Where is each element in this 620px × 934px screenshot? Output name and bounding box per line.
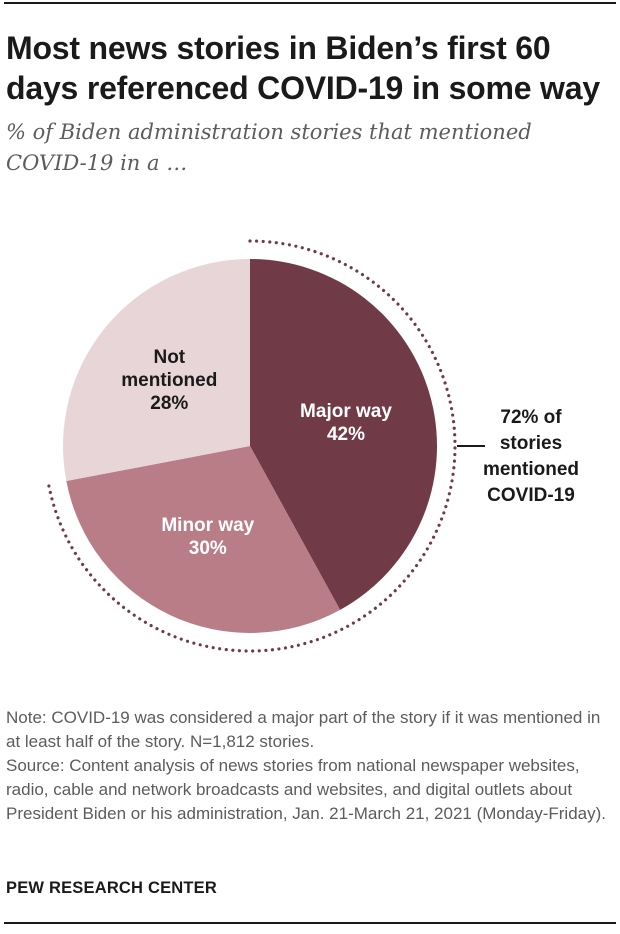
slice-label: Major way 42% <box>300 401 392 445</box>
source-organization: PEW RESEARCH CENTER <box>6 879 217 897</box>
note-text: Note: COVID-19 was considered a major pa… <box>6 708 601 751</box>
covid-mention-bracket <box>47 239 457 653</box>
callout-label: 72% of stories mentioned COVID-19 <box>483 407 579 506</box>
pie-slice-minor-way <box>66 446 341 633</box>
slice-label: Minor way 30% <box>161 515 254 559</box>
chart-title: Most news stories in Biden’s first 60 da… <box>6 30 600 106</box>
slice-label: Not mentioned 28% <box>121 347 217 414</box>
source-text: Source: Content analysis of news stories… <box>6 756 607 823</box>
pie-slice-labels: Major way 42% Minor way 30% Not mentioned 28% <box>121 347 392 559</box>
pie-chart: Major way 42%Minor way 30%Not mentioned 28% … <box>47 239 579 653</box>
pie-slice-major-way <box>250 259 438 610</box>
chart-subtitle: % of Biden administration stories that m… <box>6 120 532 175</box>
top-rule <box>4 2 616 4</box>
pie-slices <box>62 259 438 633</box>
chart-notes: Note: COVID-19 was considered a major pa… <box>6 706 611 826</box>
bottom-rule <box>4 922 616 924</box>
pie-slice-not-mentioned <box>62 259 251 482</box>
